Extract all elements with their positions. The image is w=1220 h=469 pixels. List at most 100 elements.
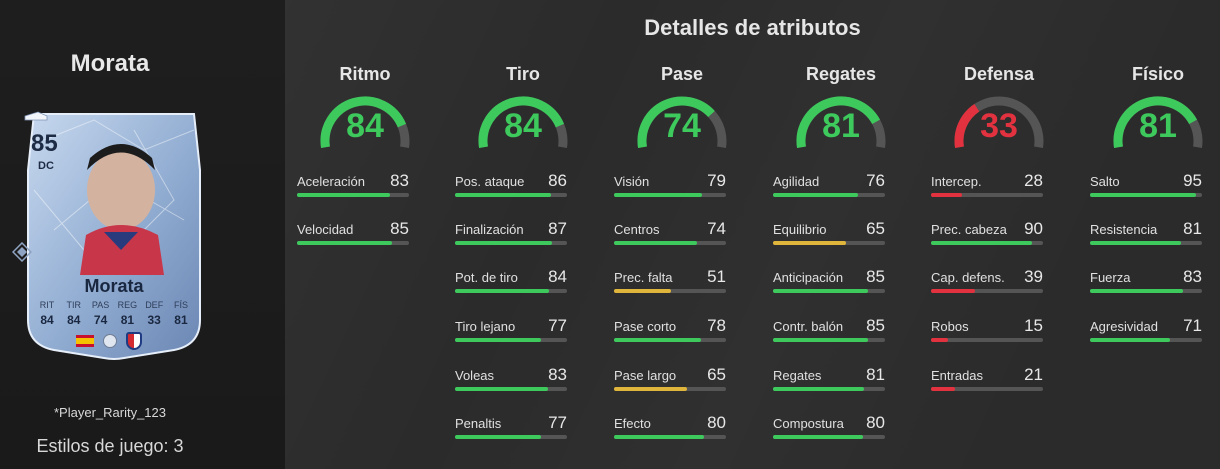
attribute-value: 87 bbox=[548, 219, 567, 238]
attribute-name: Tiro lejano bbox=[455, 319, 516, 334]
card-position: DC bbox=[38, 160, 54, 172]
attribute-row: Pos. ataque 86 bbox=[455, 171, 575, 197]
attribute-value: 81 bbox=[1183, 219, 1202, 238]
attribute-name: Robos bbox=[931, 319, 969, 334]
attribute-name: Prec. falta bbox=[614, 270, 673, 285]
attribute-value: 28 bbox=[1024, 171, 1043, 190]
player-name: Morata bbox=[70, 50, 150, 77]
attribute-bar-fill bbox=[455, 338, 542, 342]
gauge-pase: 74 bbox=[634, 93, 730, 155]
attribute-group-pase: Pase 74 bbox=[612, 64, 752, 155]
attribute-bar-track bbox=[1090, 289, 1202, 293]
attribute-bar-track bbox=[614, 387, 726, 391]
attribute-bar-fill bbox=[931, 241, 1032, 245]
attribute-value: 74 bbox=[707, 219, 726, 238]
attribute-row: Contr. balón 85 bbox=[773, 316, 893, 342]
group-name-regates: Regates bbox=[805, 64, 877, 84]
attribute-row: Resistencia 81 bbox=[1090, 219, 1210, 245]
attribute-name: Visión bbox=[614, 174, 650, 189]
attribute-value: 84 bbox=[548, 267, 567, 286]
attribute-name: Voleas bbox=[455, 368, 495, 383]
card-stat-fis: FÍS 81 bbox=[173, 300, 188, 327]
attribute-bar-fill bbox=[931, 193, 963, 197]
attribute-bar-fill bbox=[614, 435, 704, 439]
group-name-ritmo: Ritmo bbox=[339, 64, 391, 84]
attribute-name: Efecto bbox=[614, 416, 651, 431]
attribute-value: 15 bbox=[1024, 316, 1043, 335]
attribute-name: Resistencia bbox=[1090, 222, 1158, 237]
card-stat-tir: TIR 84 bbox=[66, 300, 82, 327]
gauge-defensa: 33 bbox=[951, 93, 1047, 155]
attribute-bar-track bbox=[614, 435, 726, 439]
attribute-bar-fill bbox=[1090, 241, 1181, 245]
attribute-value: 90 bbox=[1024, 219, 1043, 238]
attribute-name: Pase corto bbox=[614, 319, 677, 334]
attribute-value: 83 bbox=[1183, 267, 1202, 286]
attribute-value: 85 bbox=[390, 219, 409, 238]
attribute-value: 65 bbox=[707, 365, 726, 384]
attribute-value: 85 bbox=[866, 267, 885, 286]
gauge-value-fisico: 81 bbox=[1139, 107, 1177, 145]
attribute-value: 86 bbox=[548, 171, 567, 190]
attributes-title: Detalles de atributos bbox=[644, 15, 861, 40]
group-name-fisico: Físico bbox=[1131, 64, 1184, 84]
attribute-row: Voleas 83 bbox=[455, 365, 575, 391]
attribute-row: Prec. falta 51 bbox=[614, 267, 734, 293]
attribute-bar-track bbox=[773, 338, 885, 342]
attribute-row: Velocidad 85 bbox=[297, 219, 417, 245]
attribute-value: 21 bbox=[1024, 365, 1043, 384]
gauge-value-pase: 74 bbox=[663, 107, 701, 145]
attribute-bar-fill bbox=[455, 435, 542, 439]
attribute-value: 95 bbox=[1183, 171, 1202, 190]
attribute-row: Intercep. 28 bbox=[931, 171, 1051, 197]
attribute-name: Pos. ataque bbox=[455, 174, 525, 189]
attribute-value: 80 bbox=[707, 413, 726, 432]
attribute-name: Penaltis bbox=[455, 416, 502, 431]
attribute-bar-fill bbox=[614, 387, 687, 391]
gauge-value-defensa: 33 bbox=[980, 107, 1018, 145]
attribute-bar-track bbox=[614, 289, 726, 293]
attribute-name: Salto bbox=[1090, 174, 1120, 189]
attribute-bar-track bbox=[614, 338, 726, 342]
attribute-bar-fill bbox=[614, 241, 697, 245]
card-stat-pas: PAS 74 bbox=[91, 300, 110, 327]
attribute-name: Cap. defens. bbox=[931, 270, 1005, 285]
attribute-value: 77 bbox=[548, 316, 567, 335]
attribute-value: 39 bbox=[1024, 267, 1043, 286]
gauge-fisico: 81 bbox=[1110, 93, 1206, 155]
attribute-name: Agresividad bbox=[1090, 319, 1158, 334]
player-panel: Morata 85 DC Morata RIT 84 TIR 84 bbox=[0, 0, 285, 469]
attribute-name: Pot. de tiro bbox=[455, 270, 518, 285]
attribute-bar-fill bbox=[1090, 289, 1183, 293]
attribute-row: Agresividad 71 bbox=[1090, 316, 1210, 342]
attribute-name: Finalización bbox=[455, 222, 524, 237]
attribute-row: Prec. cabeza 90 bbox=[931, 219, 1051, 245]
attribute-name: Equilibrio bbox=[773, 222, 827, 237]
attribute-bar-track bbox=[931, 193, 1043, 197]
attribute-value: 51 bbox=[707, 267, 726, 286]
group-name-tiro: Tiro bbox=[506, 64, 540, 84]
attribute-bar-track bbox=[1090, 241, 1202, 245]
player-card[interactable]: 85 DC Morata RIT 84 TIR 84 PAS 74 REG 81 DEF… bbox=[24, 110, 204, 360]
card-badges bbox=[76, 332, 142, 350]
laliga-icon bbox=[103, 334, 117, 348]
gauge-tiro: 84 bbox=[475, 93, 571, 155]
attribute-bar-track bbox=[773, 289, 885, 293]
attributes-panel: Detalles de atributos Ritmo 84 Aceleración… bbox=[285, 0, 1220, 469]
attribute-bar-track bbox=[297, 193, 409, 197]
attribute-row: Salto 95 bbox=[1090, 171, 1210, 197]
card-player-name: Morata bbox=[84, 276, 144, 296]
group-name-pase: Pase bbox=[660, 64, 704, 84]
attribute-bar-fill bbox=[773, 338, 869, 342]
attribute-bar-fill bbox=[614, 338, 702, 342]
attribute-bar-fill bbox=[773, 387, 864, 391]
attribute-name: Regates bbox=[773, 368, 822, 383]
gauge-ritmo: 84 bbox=[317, 93, 413, 155]
attribute-row: Finalización 87 bbox=[455, 219, 575, 245]
attribute-bar-track bbox=[455, 435, 567, 439]
playstyles-label[interactable]: Estilos de juego: 3 bbox=[36, 436, 184, 456]
attribute-bar-track bbox=[455, 338, 567, 342]
attribute-group-tiro: Tiro 84 bbox=[453, 64, 593, 155]
attribute-name: Intercep. bbox=[931, 174, 982, 189]
gauge-arc-fisico bbox=[1113, 96, 1203, 148]
